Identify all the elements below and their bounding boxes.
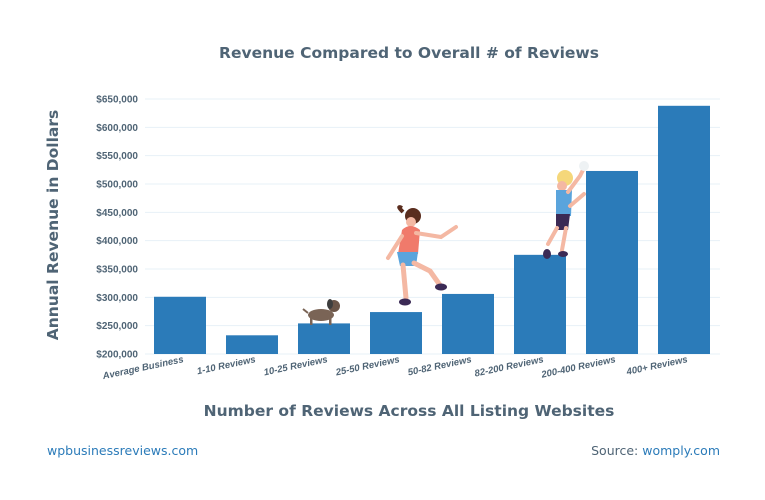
x-tick-label: 10-25 Reviews — [263, 354, 329, 378]
x-tick-label: 50-82 Reviews — [407, 354, 473, 378]
x-tick-label: 400+ Reviews — [625, 354, 689, 378]
y-axis-label: Annual Revenue in Dollars — [44, 110, 62, 341]
grid — [145, 98, 720, 355]
bar — [658, 105, 710, 354]
y-tick-label: $500,000 — [96, 180, 138, 191]
bar — [442, 293, 494, 354]
y-tick-label: $200,000 — [96, 350, 138, 361]
source-link[interactable]: womply.com — [642, 443, 720, 458]
x-tick-label: 25-50 Reviews — [334, 354, 401, 378]
x-tick-label: 1-10 Reviews — [196, 354, 257, 377]
x-axis-label: Number of Reviews Across All Listing Web… — [204, 402, 615, 420]
bar — [514, 254, 566, 354]
bar — [226, 335, 278, 354]
running-girl-illustration — [386, 205, 458, 306]
y-tick-label: $300,000 — [96, 293, 138, 304]
y-tick-label: $350,000 — [96, 265, 138, 276]
y-tick-label: $450,000 — [96, 208, 138, 219]
site-credit-link[interactable]: wpbusinessreviews.com — [47, 443, 199, 458]
x-tick-label: 82-200 Reviews — [474, 354, 545, 379]
y-axis-ticks: $200,000 $250,000 $300,000 $350,000 $400,000… — [96, 95, 138, 361]
y-tick-label: $550,000 — [96, 151, 138, 162]
bar — [370, 312, 422, 354]
y-tick-label: $650,000 — [96, 95, 138, 106]
x-axis-ticks: Average Business 1-10 Reviews 10-25 Review… — [101, 354, 689, 382]
dog-illustration — [302, 299, 340, 325]
y-tick-label: $250,000 — [96, 321, 138, 332]
source-credit: Source: womply.com — [591, 443, 720, 458]
y-tick-label: $400,000 — [96, 236, 138, 247]
y-tick-label: $600,000 — [96, 123, 138, 134]
bar — [586, 170, 638, 354]
x-tick-label: 200-400 Reviews — [539, 354, 616, 381]
climbing-boy-illustration — [543, 161, 589, 259]
bars — [154, 105, 710, 354]
bar — [298, 323, 350, 354]
bar — [154, 296, 206, 354]
chart-title: Revenue Compared to Overall # of Reviews — [219, 44, 599, 62]
source-prefix: Source: — [591, 443, 639, 458]
